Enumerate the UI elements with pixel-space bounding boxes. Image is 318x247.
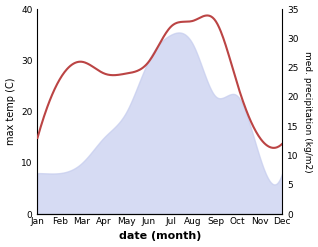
- Y-axis label: med. precipitation (kg/m2): med. precipitation (kg/m2): [303, 51, 313, 172]
- X-axis label: date (month): date (month): [119, 231, 201, 242]
- Y-axis label: max temp (C): max temp (C): [5, 78, 16, 145]
